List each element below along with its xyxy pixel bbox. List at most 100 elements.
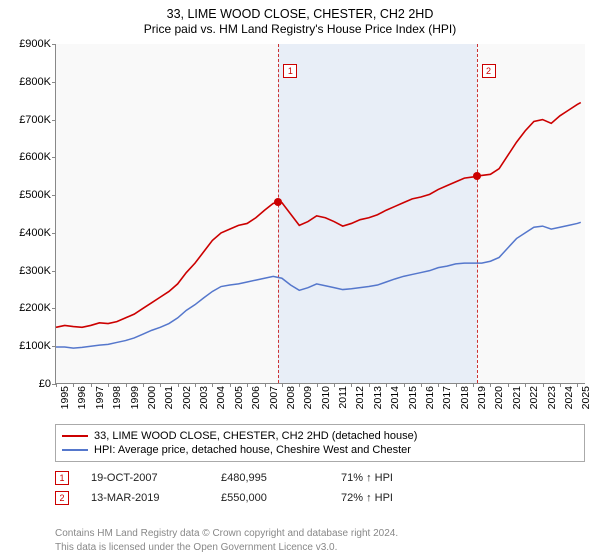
- x-axis-tick-label: 2015: [407, 386, 419, 409]
- x-axis-tick-label: 2001: [163, 386, 175, 409]
- legend-color-swatch: [62, 449, 88, 451]
- x-axis-tick-label: 2018: [459, 386, 471, 409]
- x-axis-tick-label: 2003: [198, 386, 210, 409]
- x-axis-tick-label: 2019: [476, 386, 488, 409]
- x-axis-tick-mark: [91, 383, 92, 387]
- x-axis-tick-mark: [473, 383, 474, 387]
- transaction-date: 13-MAR-2019: [91, 492, 221, 504]
- x-axis-tick-label: 2022: [528, 386, 540, 409]
- transaction-pct-vs-hpi: 72% ↑ HPI: [341, 492, 421, 504]
- x-axis-tick-mark: [404, 383, 405, 387]
- x-axis-tick-label: 2006: [250, 386, 262, 409]
- x-axis-tick-mark: [508, 383, 509, 387]
- x-axis-tick-label: 2000: [146, 386, 158, 409]
- transaction-id-marker: 2: [55, 491, 69, 505]
- x-axis-tick-mark: [178, 383, 179, 387]
- x-axis-tick-label: 1995: [59, 386, 71, 409]
- x-axis-tick-label: 1998: [111, 386, 123, 409]
- x-axis-tick-mark: [143, 383, 144, 387]
- x-axis-tick-label: 2016: [424, 386, 436, 409]
- x-axis-tick-label: 2023: [546, 386, 558, 409]
- x-axis-tick-label: 2009: [302, 386, 314, 409]
- x-axis-tick-label: 2007: [268, 386, 280, 409]
- x-axis-tick-label: 2017: [441, 386, 453, 409]
- legend-label: 33, LIME WOOD CLOSE, CHESTER, CH2 2HD (d…: [94, 430, 417, 442]
- arrow-up-icon: ↑: [366, 472, 372, 484]
- legend-box: 33, LIME WOOD CLOSE, CHESTER, CH2 2HD (d…: [55, 424, 585, 462]
- chart-subtitle: Price paid vs. HM Land Registry's House …: [0, 22, 600, 38]
- x-axis-tick-mark: [212, 383, 213, 387]
- x-axis-tick-label: 2021: [511, 386, 523, 409]
- footer-line: This data is licensed under the Open Gov…: [55, 541, 585, 555]
- x-axis-tick-mark: [230, 383, 231, 387]
- x-axis-tick-mark: [438, 383, 439, 387]
- x-axis-tick-label: 2010: [320, 386, 332, 409]
- x-axis-tick-mark: [525, 383, 526, 387]
- x-axis-tick-mark: [265, 383, 266, 387]
- x-axis-tick-mark: [560, 383, 561, 387]
- x-axis-tick-mark: [369, 383, 370, 387]
- transaction-dot: [473, 172, 481, 180]
- x-axis-tick-mark: [386, 383, 387, 387]
- x-axis-tick-mark: [334, 383, 335, 387]
- x-axis-tick-label: 2008: [285, 386, 297, 409]
- transaction-row: 1 19-OCT-2007£480,99571% ↑ HPI: [55, 468, 585, 488]
- x-axis-tick-label: 2024: [563, 386, 575, 409]
- y-axis-tick-label: £500K: [19, 189, 51, 201]
- transaction-dot: [274, 198, 282, 206]
- x-axis-tick-mark: [317, 383, 318, 387]
- y-axis-tick-label: £100K: [19, 340, 51, 352]
- x-axis-tick-label: 2004: [215, 386, 227, 409]
- x-axis-tick-label: 2013: [372, 386, 384, 409]
- y-axis-tick-label: £800K: [19, 76, 51, 88]
- transaction-date: 19-OCT-2007: [91, 472, 221, 484]
- x-axis-tick-label: 1997: [94, 386, 106, 409]
- x-axis-tick-mark: [73, 383, 74, 387]
- chart-container: 33, LIME WOOD CLOSE, CHESTER, CH2 2HD Pr…: [0, 0, 600, 560]
- x-axis-tick-label: 2011: [337, 386, 349, 409]
- transactions-table: 1 19-OCT-2007£480,99571% ↑ HPI 2 13-MAR-201…: [55, 468, 585, 508]
- series-svg: [56, 44, 585, 383]
- x-axis-tick-mark: [56, 383, 57, 387]
- x-axis-tick-label: 2025: [580, 386, 592, 409]
- legend-label: HPI: Average price, detached house, Ches…: [94, 444, 411, 456]
- x-axis-tick-mark: [543, 383, 544, 387]
- x-axis-tick-mark: [126, 383, 127, 387]
- x-axis-tick-label: 2002: [181, 386, 193, 409]
- x-axis-tick-mark: [160, 383, 161, 387]
- chart-title: 33, LIME WOOD CLOSE, CHESTER, CH2 2HD: [0, 0, 600, 22]
- series-line: [56, 222, 581, 348]
- transaction-price: £550,000: [221, 492, 341, 504]
- x-axis-tick-label: 2012: [354, 386, 366, 409]
- x-axis-tick-mark: [351, 383, 352, 387]
- x-axis-tick-label: 2014: [389, 386, 401, 409]
- legend-color-swatch: [62, 435, 88, 437]
- y-axis-tick-label: £700K: [19, 114, 51, 126]
- arrow-up-icon: ↑: [366, 492, 372, 504]
- x-axis-tick-mark: [421, 383, 422, 387]
- y-axis-tick-label: £0: [39, 378, 51, 390]
- x-axis-tick-label: 2020: [493, 386, 505, 409]
- transaction-price: £480,995: [221, 472, 341, 484]
- y-axis-tick-label: £300K: [19, 265, 51, 277]
- transaction-pct-vs-hpi: 71% ↑ HPI: [341, 472, 421, 484]
- x-axis-tick-label: 1996: [76, 386, 88, 409]
- x-axis-tick-mark: [282, 383, 283, 387]
- x-axis-tick-mark: [456, 383, 457, 387]
- x-axis-tick-mark: [247, 383, 248, 387]
- x-axis-tick-label: 2005: [233, 386, 245, 409]
- x-axis-tick-label: 1999: [129, 386, 141, 409]
- transaction-row: 2 13-MAR-2019£550,00072% ↑ HPI: [55, 488, 585, 508]
- x-axis-tick-mark: [490, 383, 491, 387]
- y-axis-tick-label: £600K: [19, 151, 51, 163]
- transaction-id-marker: 1: [55, 471, 69, 485]
- legend-item: HPI: Average price, detached house, Ches…: [62, 443, 578, 457]
- footer-attribution: Contains HM Land Registry data © Crown c…: [55, 527, 585, 554]
- x-axis-tick-mark: [195, 383, 196, 387]
- y-axis-tick-label: £900K: [19, 38, 51, 50]
- y-axis-tick-label: £400K: [19, 227, 51, 239]
- x-axis-tick-mark: [299, 383, 300, 387]
- x-axis-tick-mark: [108, 383, 109, 387]
- footer-line: Contains HM Land Registry data © Crown c…: [55, 527, 585, 541]
- plot-area: £0£100K£200K£300K£400K£500K£600K£700K£80…: [55, 44, 585, 384]
